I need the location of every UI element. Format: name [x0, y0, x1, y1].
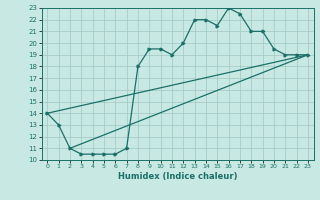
X-axis label: Humidex (Indice chaleur): Humidex (Indice chaleur) — [118, 172, 237, 181]
